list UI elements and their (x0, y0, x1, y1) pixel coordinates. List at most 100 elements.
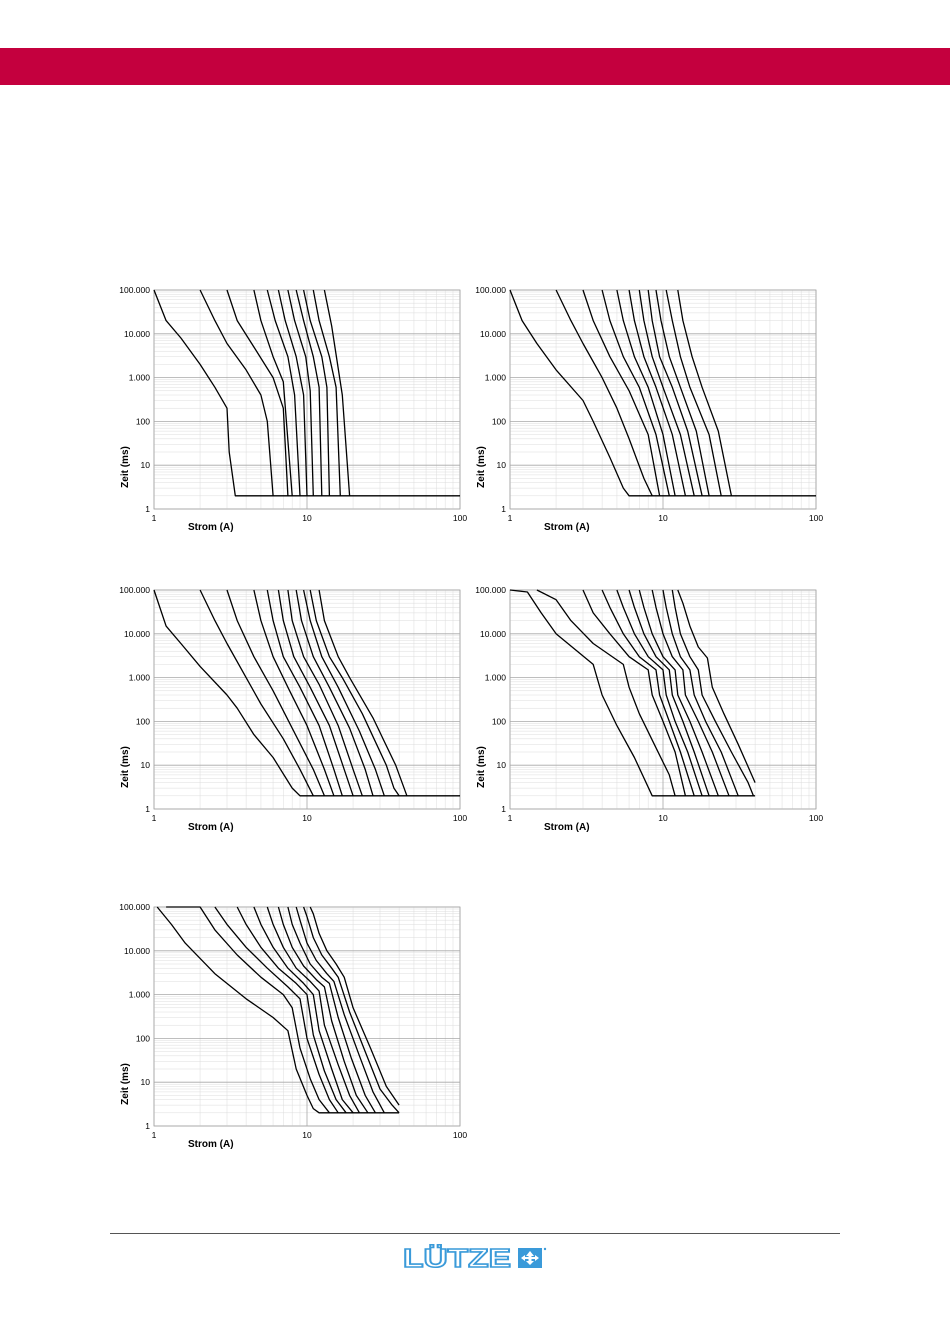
y-axis-label: Zeit (ms) (120, 1063, 131, 1105)
chart-svg: 1 10 100 1 10 100 1.000 10.000 100.000 Strom (A) Z… (119, 585, 467, 833)
x-tick-label: 100 (453, 513, 467, 523)
trip-curve-chart-3: 1 10 100 1 10 100 1.000 10.000 100.000 Strom (A) Z… (110, 580, 470, 840)
y-tick-label: 10 (141, 460, 151, 470)
trip-curve-series-8 (651, 589, 730, 797)
trip-curve-series-4 (236, 906, 347, 1114)
x-tick-label: 10 (658, 513, 668, 523)
trip-curve-series-2 (536, 589, 676, 796)
trip-curve-series-7 (638, 289, 695, 496)
y-tick-label: 1.000 (129, 990, 151, 1000)
x-tick-label: 10 (302, 513, 312, 523)
logo-wordmark: LÜTZE (403, 1244, 511, 1273)
trip-curve-series-2 (199, 589, 314, 797)
chart-svg: 1 10 100 1 10 100 1.000 10.000 100.000 Strom (A) Z… (119, 285, 467, 533)
trip-curve-series-3 (226, 289, 289, 496)
x-tick-label: 10 (302, 1130, 312, 1140)
trip-curve-series-11 (677, 589, 756, 783)
chart-svg: 1 10 100 1 10 100 1.000 10.000 100.000 Strom (A) Z… (475, 285, 823, 533)
trip-curve-series-9 (662, 589, 739, 797)
trip-curve-series-4 (253, 589, 335, 797)
y-tick-label: 100 (492, 716, 506, 726)
y-tick-label: 10.000 (480, 629, 506, 639)
trip-curve-series-3 (214, 906, 339, 1114)
trip-curve-series-6 (277, 589, 354, 797)
x-tick-label: 1 (508, 813, 513, 823)
trip-curve-series-6 (266, 906, 360, 1114)
major-grid (153, 289, 461, 510)
trip-curve-series-1 (153, 289, 460, 497)
y-axis-label: Zeit (ms) (120, 746, 131, 788)
trip-curve-series-11 (323, 289, 351, 496)
trip-curve-series-2 (166, 906, 330, 1114)
trip-curve-series-1 (156, 906, 400, 1114)
x-tick-label: 1 (152, 813, 157, 823)
trip-curve-series-5 (266, 589, 343, 796)
trip-curve-chart-4: 1 10 100 1 10 100 1.000 10.000 100.000 Strom (A) Z… (466, 580, 826, 840)
trip-curve-series-9 (302, 589, 385, 797)
y-tick-label: 100 (136, 1033, 150, 1043)
trip-curve-series-10 (671, 589, 755, 797)
y-tick-label: 1 (145, 504, 150, 514)
x-axis-label: Strom (A) (188, 822, 234, 833)
trip-curve-series-5 (253, 906, 354, 1114)
y-tick-label: 100 (136, 416, 150, 426)
x-tick-label: 10 (302, 813, 312, 823)
x-axis-label: Strom (A) (544, 822, 590, 833)
x-tick-label: 100 (453, 1130, 467, 1140)
trip-curve-series-8 (287, 906, 376, 1114)
x-tick-label: 100 (453, 813, 467, 823)
trip-curve-series-10 (312, 289, 341, 496)
trip-curve-series-3 (582, 589, 687, 796)
trip-curve-series-4 (601, 289, 670, 496)
y-tick-label: 100 (136, 716, 150, 726)
trip-curve-series-11 (318, 589, 408, 797)
trip-curve-series-5 (616, 289, 676, 496)
trip-curve-chart-2: 1 10 100 1 10 100 1.000 10.000 100.000 Strom (A) Z… (466, 280, 826, 540)
y-tick-label: 10.000 (480, 329, 506, 339)
trip-curve-series-10 (665, 289, 722, 496)
y-tick-label: 1 (501, 804, 506, 814)
trip-curve-series-3 (226, 589, 325, 797)
trip-curve-series-9 (295, 906, 385, 1114)
trip-curve-series-10 (302, 906, 400, 1114)
y-tick-label: 100 (492, 416, 506, 426)
y-tick-label: 1 (501, 504, 506, 514)
trip-curve-series-5 (266, 289, 301, 496)
y-axis-label: Zeit (ms) (120, 446, 131, 488)
trip-curve-chart-1: 1 10 100 1 10 100 1.000 10.000 100.000 Strom (A) Z… (110, 280, 470, 540)
trip-curve-series-9 (302, 289, 331, 496)
trip-curve-chart-5: 1 10 100 1 10 100 1.000 10.000 100.000 Strom (A) Z… (110, 897, 470, 1157)
trip-curve-series-6 (628, 589, 710, 797)
x-tick-label: 1 (508, 513, 513, 523)
trip-curve-series-7 (638, 589, 719, 797)
x-tick-label: 1 (152, 1130, 157, 1140)
x-axis-label: Strom (A) (188, 522, 234, 533)
trip-curve-series-3 (582, 289, 661, 496)
trip-curve-series-7 (287, 589, 363, 797)
y-tick-label: 10.000 (124, 329, 150, 339)
y-tick-label: 1 (145, 804, 150, 814)
trip-curve-series-4 (601, 589, 695, 796)
trip-curve-series-11 (677, 289, 733, 496)
major-grid (153, 589, 461, 810)
arrows-cross-icon (518, 1248, 542, 1268)
trip-curve-series-2 (199, 289, 274, 496)
y-tick-label: 10 (141, 1077, 151, 1087)
y-tick-label: 1.000 (485, 373, 507, 383)
y-tick-label: 1.000 (129, 373, 151, 383)
trip-curve-series-9 (655, 289, 710, 496)
top-accent-band (0, 48, 950, 85)
y-tick-label: 10 (497, 760, 507, 770)
y-tick-label: 100.000 (475, 585, 506, 595)
y-tick-label: 1.000 (485, 673, 507, 683)
x-tick-label: 10 (658, 813, 668, 823)
x-tick-label: 100 (809, 813, 823, 823)
trip-curve-series-6 (277, 289, 308, 496)
trip-curve-series-2 (555, 289, 653, 497)
y-tick-label: 10.000 (124, 629, 150, 639)
trip-curve-series-1 (509, 289, 816, 497)
y-tick-label: 100.000 (475, 285, 506, 295)
y-tick-label: 100.000 (119, 285, 150, 295)
chart-svg: 1 10 100 1 10 100 1.000 10.000 100.000 Strom (A) Z… (119, 902, 467, 1150)
trip-curve-series-4 (253, 289, 293, 496)
